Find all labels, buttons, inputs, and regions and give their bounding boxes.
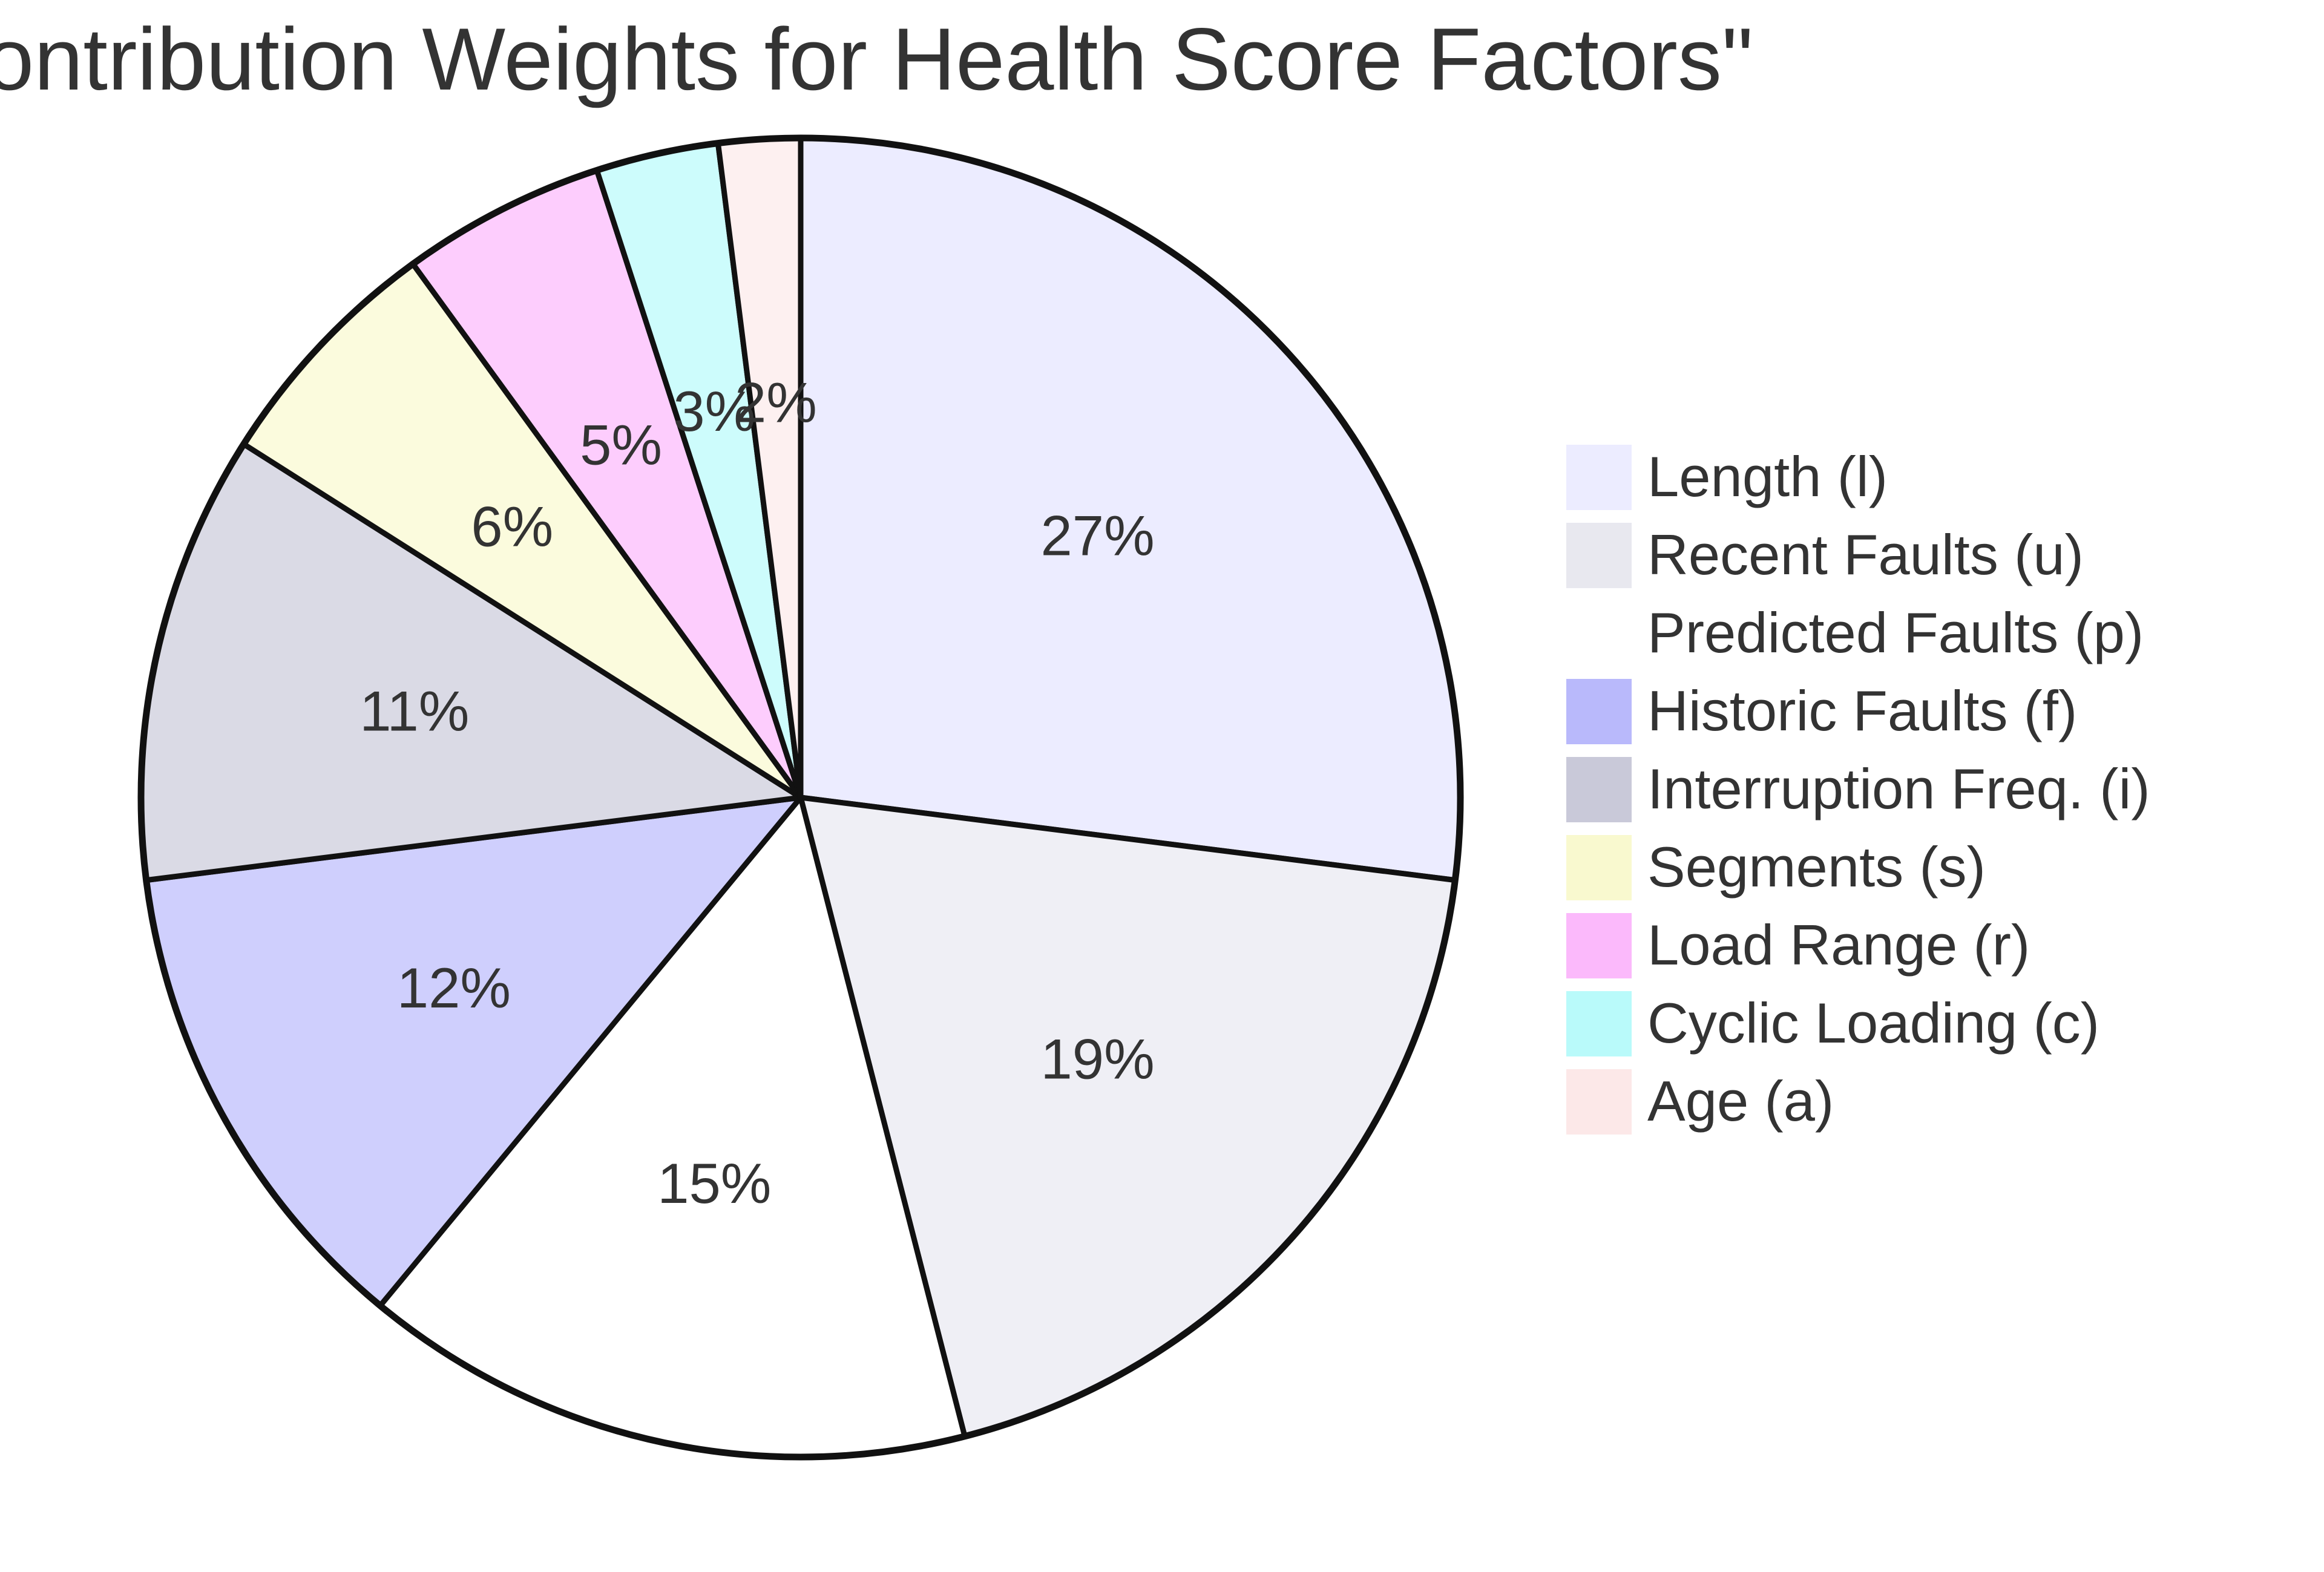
legend-swatch-age-a [1566,1069,1632,1135]
legend-swatch-length-l [1566,445,1632,510]
legend-swatch-load-range-r [1566,913,1632,978]
legend-label-predicted-faults-p: Predicted Faults (p) [1647,601,2144,664]
legend-label-load-range-r: Load Range (r) [1647,913,2030,977]
legend-swatch-recent-faults-u [1566,523,1632,588]
pie-outline [137,134,1464,1461]
legend-swatch-historic-faults-f [1566,679,1632,744]
chart-title: ontribution Weights for Health Score Fac… [0,10,1753,108]
legend-swatch-segments-s [1566,835,1632,900]
legend-label-segments-s: Segments (s) [1647,835,1986,899]
slice-label-interruption-freq-i: 11% [359,679,469,742]
slice-label-historic-faults-f: 12% [397,956,511,1020]
slice-label-recent-faults-u: 19% [1041,1027,1155,1091]
slice-label-cyclic-loading-c: 3% [673,379,755,443]
legend: Length (l) Recent Faults (u) Predicted Fau… [1566,445,2150,1135]
legend-label-interruption-freq-i: Interruption Freq. (i) [1647,757,2150,820]
legend-swatch-predicted-faults-p [1566,601,1632,666]
legend-label-historic-faults-f: Historic Faults (f) [1647,679,2077,742]
legend-label-cyclic-loading-c: Cyclic Loading (c) [1647,991,2099,1055]
slice-labels: 27% 19% 15% 12% 11% 6% 5%3%2% [359,370,1154,1215]
legend-label-recent-faults-u: Recent Faults (u) [1647,523,2084,586]
slice-label-length-l: 27% [1041,504,1155,568]
legend-label-length-l: Length (l) [1647,445,1888,508]
slice-label-load-range-r: 5% [580,413,662,476]
pie-slices [137,134,1464,1461]
legend-swatch-cyclic-loading-c [1566,991,1632,1056]
slice-label-age-a: 2% [735,370,817,434]
legend-label-age-a: Age (a) [1647,1069,1834,1133]
legend-swatch-interruption-freq-i [1566,757,1632,822]
slice-label-segments-s: 6% [471,494,553,558]
slice-label-predicted-faults-p: 15% [657,1151,771,1215]
